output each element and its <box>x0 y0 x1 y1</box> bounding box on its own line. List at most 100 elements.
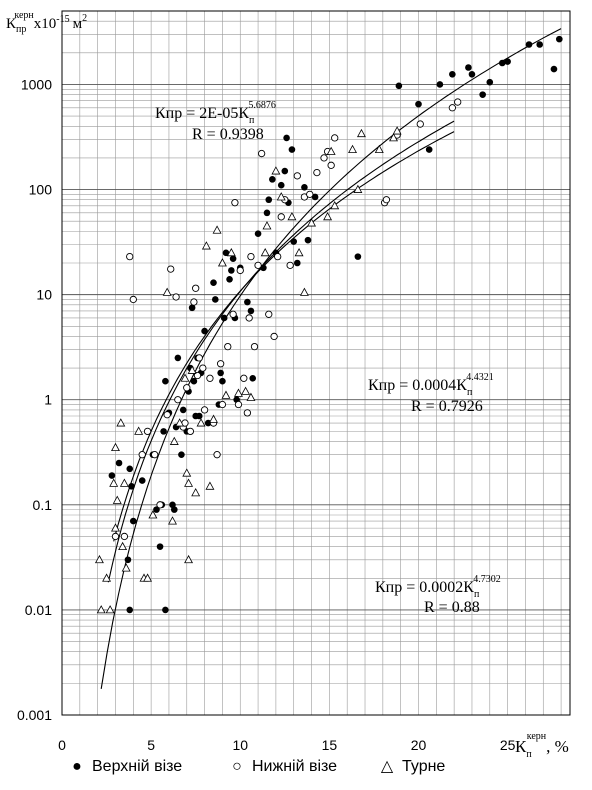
chart-svg: 0 5 10 15 20 25 0.001 0.01 0.1 1 10 100 1000 Кпркерн… <box>6 10 571 758</box>
point-lower-visean <box>126 252 134 261</box>
point-upper-visean <box>190 377 198 385</box>
point-upper-visean <box>301 184 308 191</box>
point-lower-visean <box>172 293 180 301</box>
point-upper-visean <box>126 606 134 614</box>
point-lower-visean <box>206 374 214 382</box>
point-upper-visean <box>115 459 123 467</box>
point-upper-visean <box>254 230 262 238</box>
point-lower-visean <box>111 532 120 541</box>
x-tick-label: 25 <box>500 737 516 753</box>
point-lower-visean <box>183 384 191 392</box>
legend-label: Верхній візе <box>92 758 183 775</box>
point-upper-visean <box>244 298 251 306</box>
point-upper-visean <box>550 65 558 73</box>
point-upper-visean <box>170 506 178 513</box>
point-upper-visean <box>415 100 422 108</box>
point-lower-visean <box>224 342 232 351</box>
trendlines <box>100 28 562 689</box>
x-tick-label: 15 <box>322 737 338 753</box>
point-lower-visean <box>234 400 243 409</box>
point-upper-visean <box>465 64 472 71</box>
point-lower-visean <box>247 252 255 261</box>
point-lower-visean <box>254 261 262 269</box>
point-upper-visean <box>138 477 146 484</box>
point-tournaisian <box>116 418 126 427</box>
point-lower-visean <box>231 199 239 207</box>
point-tournaisian <box>262 221 272 230</box>
tick-labels: 0 5 10 15 20 25 0.001 0.01 0.1 1 10 100 1000 <box>17 76 516 753</box>
point-upper-visean <box>128 483 135 490</box>
trendline-2 <box>113 131 455 542</box>
point-tournaisian <box>96 605 106 614</box>
point-lower-visean <box>327 161 335 169</box>
point-tournaisian <box>356 128 366 138</box>
point-upper-visean <box>129 517 137 525</box>
point-upper-visean <box>179 406 187 414</box>
y-tick-label: 1000 <box>21 76 52 92</box>
open-triangle-icon: △ <box>380 758 394 775</box>
point-tournaisian <box>226 247 236 257</box>
x-tick-label: 5 <box>147 737 155 753</box>
point-upper-visean <box>395 82 403 90</box>
point-tournaisian <box>307 218 317 227</box>
point-tournaisian <box>134 426 144 435</box>
point-tournaisian <box>323 211 333 221</box>
point-upper-visean <box>188 304 196 312</box>
x-tick-label: 10 <box>232 737 248 753</box>
point-lower-visean <box>138 451 146 459</box>
filled-circle-icon: ● <box>72 758 82 775</box>
point-upper-visean <box>108 472 116 479</box>
point-tournaisian <box>348 144 358 153</box>
point-upper-visean <box>504 58 511 65</box>
point-lower-visean <box>195 354 203 362</box>
point-upper-visean <box>269 176 276 183</box>
point-tournaisian <box>353 184 363 193</box>
point-upper-visean <box>425 146 433 153</box>
point-tournaisian <box>184 478 194 487</box>
x-axis-title: Кпкерн, % <box>515 731 569 758</box>
point-lower-visean <box>313 168 321 177</box>
y-tick-label: 0.001 <box>17 707 52 723</box>
point-tournaisian <box>330 200 340 210</box>
chart-legend: ● Верхній візе ○ Нижній візе △ Турне <box>70 758 530 782</box>
point-lower-visean <box>186 427 194 436</box>
y-axis-title: Кпркернx10-15 м2 <box>6 10 87 35</box>
point-upper-visean <box>525 41 533 48</box>
point-upper-visean <box>293 259 301 267</box>
point-tournaisian <box>294 247 304 257</box>
y-tick-label: 1 <box>44 392 52 408</box>
point-upper-visean <box>229 255 237 262</box>
point-lower-visean <box>448 104 457 112</box>
point-lower-visean <box>167 265 175 273</box>
point-upper-visean <box>283 134 290 142</box>
point-tournaisian <box>299 287 309 296</box>
point-upper-visean <box>160 428 167 435</box>
chart-grid <box>62 10 570 716</box>
svg-text:Кпр = 0.0004Кп4.4321: Кпр = 0.0004Кп4.4321 <box>368 372 494 398</box>
point-upper-visean <box>290 238 298 245</box>
point-upper-visean <box>265 196 273 204</box>
point-lower-visean <box>306 190 314 199</box>
point-lower-visean <box>270 332 278 341</box>
point-lower-visean <box>240 374 248 382</box>
point-lower-visean <box>156 501 164 509</box>
open-circle-icon: ○ <box>232 758 242 775</box>
point-tournaisian <box>184 554 194 564</box>
point-upper-visean <box>354 253 362 260</box>
point-tournaisian <box>246 392 256 401</box>
eq-annotation-1: Кпр = 2E-05Кп5.6876 R = 0.9398 <box>155 100 276 143</box>
point-tournaisian <box>169 436 179 445</box>
x-tick-label: 0 <box>58 737 66 753</box>
point-upper-visean <box>222 249 230 257</box>
point-lower-visean <box>129 295 137 304</box>
point-tournaisian <box>109 478 119 487</box>
point-lower-visean <box>274 252 282 261</box>
point-tournaisian <box>111 442 120 452</box>
point-tournaisian <box>187 365 197 374</box>
svg-text:R = 0.9398: R = 0.9398 <box>192 126 264 143</box>
point-upper-visean <box>226 275 233 283</box>
point-upper-visean <box>153 506 160 513</box>
point-tournaisian <box>287 211 297 221</box>
point-lower-visean <box>236 266 244 275</box>
point-lower-visean <box>229 310 237 318</box>
